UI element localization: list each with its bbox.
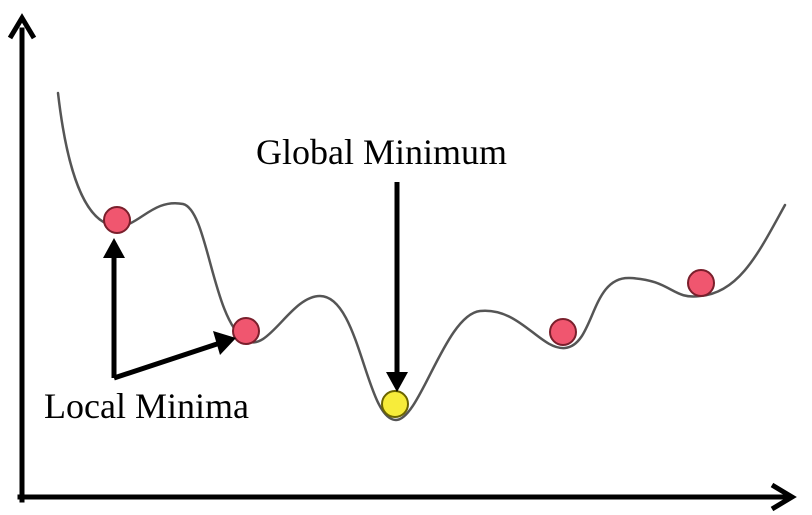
local-minima-arrow-diagonal bbox=[113, 340, 221, 381]
local-minimum-ball bbox=[687, 269, 715, 297]
y-axis-arrowhead-icon bbox=[7, 13, 37, 40]
global-minimum-pointer bbox=[386, 182, 408, 392]
global-minimum-ball bbox=[381, 390, 409, 418]
axes bbox=[7, 13, 797, 512]
local-minima-arrowhead-up-icon bbox=[103, 238, 125, 258]
local-minima-label: Local Minima bbox=[44, 386, 249, 426]
global-minimum-arrowhead-icon bbox=[386, 372, 408, 392]
local-minima-pointers bbox=[103, 238, 236, 381]
local-minimum-ball bbox=[232, 317, 260, 345]
local-minimum-ball bbox=[103, 206, 131, 234]
x-axis-arrowhead-icon bbox=[770, 482, 797, 512]
minimum-markers bbox=[103, 206, 715, 418]
loss-curve bbox=[56, 91, 787, 422]
global-minimum-label: Global Minimum bbox=[256, 132, 507, 172]
local-minima-arrowhead-diagonal-icon bbox=[213, 331, 236, 355]
local-minimum-ball bbox=[549, 318, 577, 346]
